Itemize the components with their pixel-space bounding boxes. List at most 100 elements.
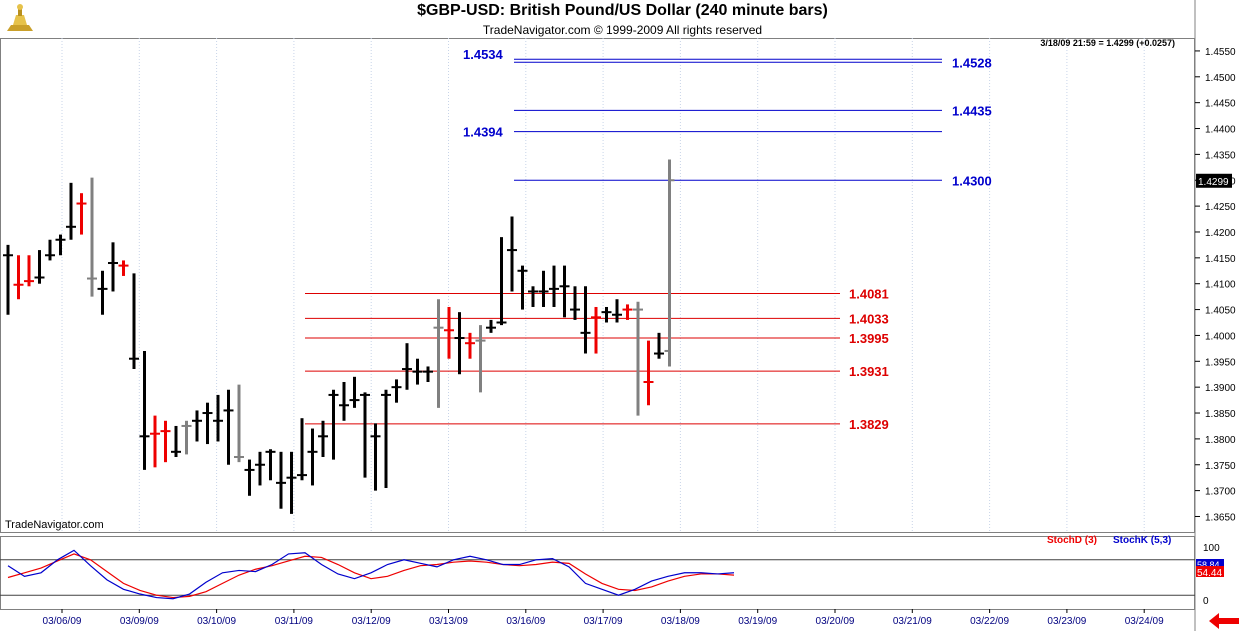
stochk-value: 58.84 [1197, 560, 1220, 570]
last-price-box [1196, 173, 1232, 188]
last-quote-text: 3/18/09 21:59 = 1.4299 (+0.0257) [1040, 38, 1175, 48]
price-tick-label: 1.4350 [1205, 150, 1236, 161]
ohlc-bar [181, 420, 192, 455]
ohlc-bar [391, 379, 402, 403]
ohlc-bar [171, 425, 181, 457]
ohlc-bar [150, 415, 160, 468]
ohlc-bar [213, 394, 223, 442]
date-label: 03/22/09 [970, 616, 1009, 627]
ohlc-bar [423, 366, 433, 382]
red-level-label: 1.4081 [849, 287, 889, 302]
ohlc-bar [76, 193, 87, 235]
price-bars [3, 159, 675, 514]
price-tick-label: 1.4100 [1205, 280, 1236, 291]
ohlc-bar [34, 250, 45, 284]
ohlc-bar [45, 239, 55, 261]
ohlc-bar [255, 451, 265, 486]
ohlc-bar [465, 332, 475, 359]
stochd-line [7, 553, 735, 599]
ohlc-bar [339, 381, 349, 421]
ohlc-bar [202, 402, 213, 445]
ohlc-bar [486, 319, 496, 333]
ohlc-bar [622, 304, 633, 320]
ohlc-bar [234, 384, 244, 463]
price-tick-label: 1.4000 [1205, 331, 1236, 342]
ohlc-bar [55, 234, 66, 256]
stoch-tick-label: 0 [1203, 596, 1209, 607]
ohlc-bar [654, 332, 664, 359]
ohlc-bar [643, 340, 654, 406]
date-label: 03/10/09 [197, 616, 236, 627]
price-tick-label: 1.3750 [1205, 461, 1236, 472]
price-tick-label: 1.3650 [1205, 512, 1236, 523]
ohlc-bar [517, 265, 528, 310]
price-tick-label: 1.3900 [1205, 383, 1236, 394]
watermark-text: TradeNavigator.com [5, 519, 104, 531]
price-tick-label: 1.3850 [1205, 409, 1236, 420]
price-tick-label: 1.4050 [1205, 306, 1236, 317]
stochd-value-box [1196, 566, 1224, 577]
blue-level-label: 1.4528 [952, 55, 992, 70]
price-tick-label: 1.4150 [1205, 254, 1236, 265]
legend-stochk: StochK (5,3) [1113, 535, 1171, 546]
grid-lines [61, 38, 1145, 532]
ohlc-bar [507, 216, 517, 292]
ohlc-bar [118, 260, 129, 276]
stochd-value: 54.44 [1197, 568, 1222, 579]
date-label: 03/13/09 [429, 616, 468, 627]
chart-frame [0, 0, 1196, 631]
date-label: 03/20/09 [816, 616, 855, 627]
price-tick-label: 1.3700 [1205, 487, 1236, 498]
blue-level-label: 1.4394 [463, 125, 504, 140]
ohlc-bar [307, 428, 318, 486]
date-axis: 03/06/09 03/09/09 03/10/09 03/11/09 03/12/09… [43, 609, 1164, 627]
last-price-label: 1.4299 [1198, 177, 1229, 188]
blue-level-label: 1.4435 [952, 103, 992, 118]
date-label: 03/06/09 [43, 616, 82, 627]
date-label: 03/12/09 [352, 616, 391, 627]
scroll-left-arrow-icon[interactable] [1207, 612, 1241, 630]
ohlc-bar [381, 389, 391, 489]
ohlc-bar [160, 420, 171, 463]
date-label: 03/19/09 [738, 616, 777, 627]
ohlc-bar [129, 273, 139, 370]
ohlc-bar [580, 286, 591, 354]
ohlc-bar [328, 389, 339, 460]
ohlc-bar [3, 244, 13, 315]
red-level-label: 1.3829 [849, 417, 889, 432]
red-level-label: 1.4033 [849, 311, 889, 326]
tradenavigator-logo-icon [7, 4, 33, 31]
ohlc-bar [633, 301, 643, 416]
ohlc-bar [87, 177, 97, 297]
ohlc-bar [412, 358, 423, 385]
ohlc-bar [24, 255, 34, 287]
ohlc-bar [13, 255, 24, 300]
red-level-label: 1.3931 [849, 364, 889, 379]
ohlc-bar [538, 270, 549, 307]
chart-title: $GBP-USD: British Pound/US Dollar (240 m… [417, 2, 828, 19]
ohlc-bar [286, 451, 297, 514]
ohlc-bar [318, 420, 328, 457]
date-label: 03/16/09 [506, 616, 545, 627]
date-label: 03/18/09 [661, 616, 700, 627]
ohlc-bar [591, 306, 601, 354]
blue-level-label: 1.4300 [952, 173, 992, 188]
date-label: 03/11/09 [275, 616, 314, 627]
ohlc-bar [244, 459, 255, 496]
ohlc-bar [454, 312, 465, 375]
ohlc-bar [601, 306, 612, 323]
red-level-label: 1.3995 [849, 331, 889, 346]
price-tick-label: 1.4250 [1205, 202, 1236, 213]
date-label: 03/17/09 [584, 616, 623, 627]
date-label: 03/21/09 [893, 616, 932, 627]
price-tick-label: 1.4200 [1205, 228, 1236, 239]
ohlc-bar [297, 418, 307, 481]
price-pane-border [0, 38, 1195, 533]
date-label: 03/23/09 [1047, 616, 1086, 627]
ohlc-bar [139, 350, 150, 470]
ohlc-bar [108, 242, 118, 292]
ohlc-bar [475, 325, 486, 393]
ohlc-bar [444, 306, 454, 359]
